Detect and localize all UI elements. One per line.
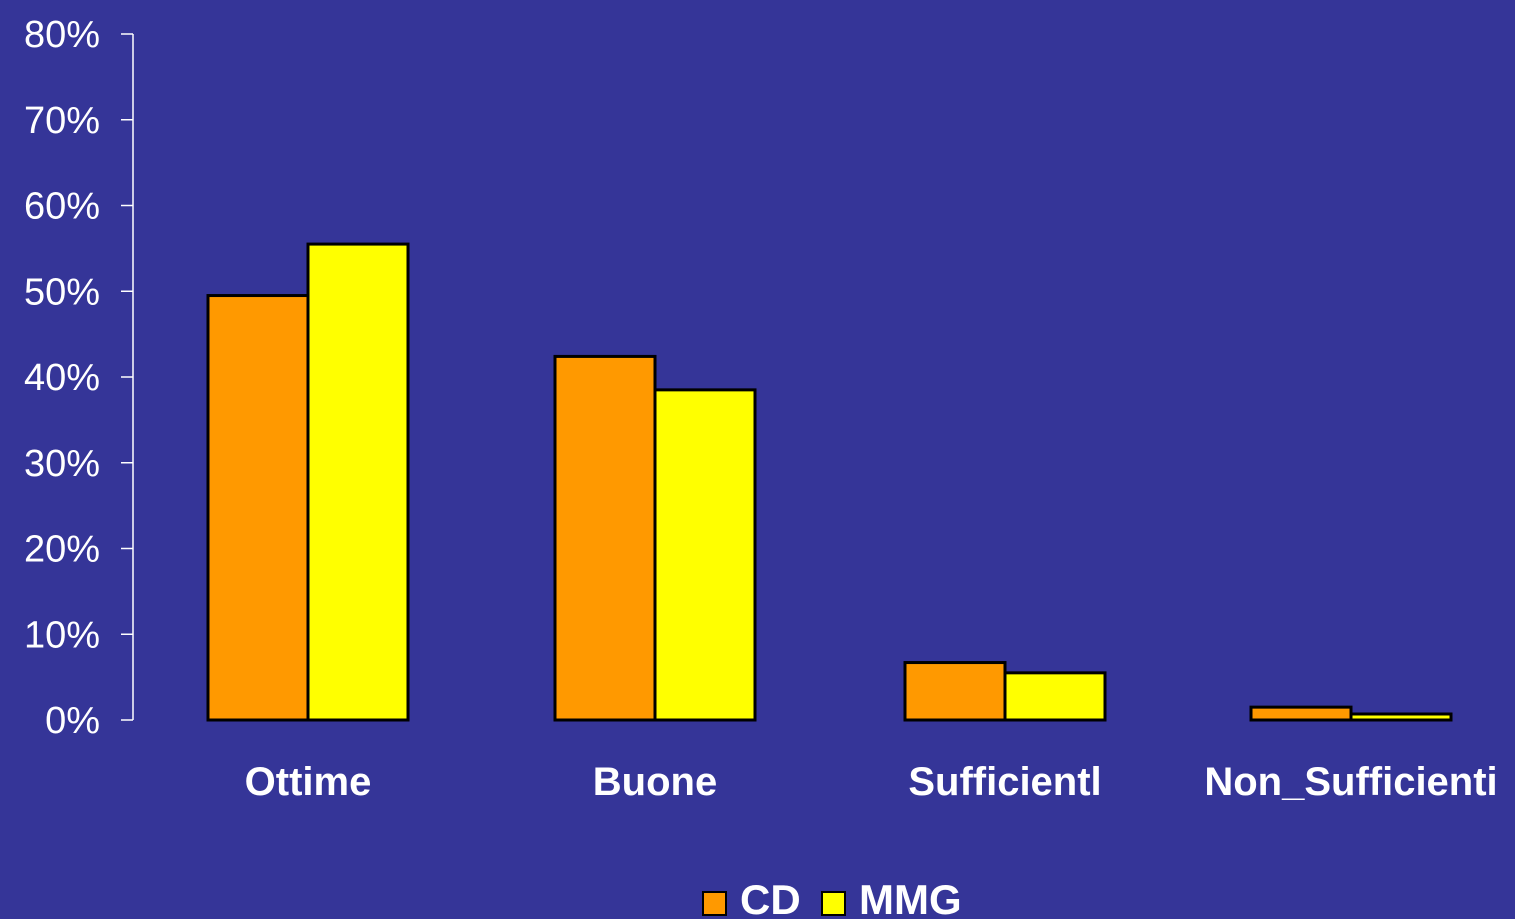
y-axis: 0% 10% 20% 30% 40% 50% 60% 70% 80% xyxy=(24,14,134,742)
y-tick-label: 50% xyxy=(24,271,100,313)
y-tick-label: 80% xyxy=(24,14,100,56)
legend-item-mmg: MMG xyxy=(821,876,962,919)
y-tick-label: 70% xyxy=(24,100,100,142)
bar-cd-sufficientl xyxy=(903,661,1007,722)
x-axis-labels: Ottime Buone Sufficientl Non_Sufficienti xyxy=(245,760,1498,804)
legend-swatch xyxy=(702,891,727,916)
legend-label: MMG xyxy=(859,876,962,919)
bar-mmg-buone xyxy=(653,388,757,722)
bar-cd-non_sufficienti xyxy=(1249,705,1353,722)
bar-cd-ottime xyxy=(206,294,310,722)
legend-item-cd: CD xyxy=(702,876,801,919)
legend: CD MMG xyxy=(702,876,962,919)
y-tick-label: 10% xyxy=(24,614,100,656)
x-category-label: Non_Sufficienti xyxy=(1204,760,1497,804)
y-tick-label: 30% xyxy=(24,443,100,485)
bar-group-ottime xyxy=(206,242,410,722)
y-tick-label: 60% xyxy=(24,186,100,228)
x-category-label: Ottime xyxy=(245,760,372,804)
bar-group-non_sufficienti xyxy=(1249,705,1453,722)
bars xyxy=(206,242,1453,722)
y-tick-label: 20% xyxy=(24,529,100,571)
legend-label: CD xyxy=(740,876,801,919)
y-tick-label: 40% xyxy=(24,357,100,399)
bar-mmg-sufficientl xyxy=(1003,671,1107,722)
legend-swatch xyxy=(821,891,846,916)
bar-cd-buone xyxy=(553,354,657,722)
y-tick-label: 0% xyxy=(45,700,100,742)
bar-mmg-ottime xyxy=(306,242,410,722)
x-category-label: Buone xyxy=(593,760,717,804)
x-category-label: Sufficientl xyxy=(908,760,1101,804)
bar-group-buone xyxy=(553,354,757,722)
bar-group-sufficientl xyxy=(903,661,1107,722)
bar-mmg-non_sufficienti xyxy=(1349,712,1453,722)
